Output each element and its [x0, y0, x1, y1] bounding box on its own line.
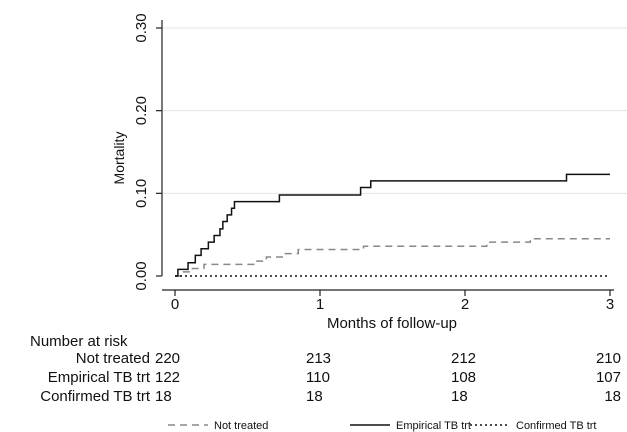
risk-row-label: Confirmed TB trt	[40, 388, 150, 405]
risk-row: Confirmed TB trt 18 18 18 18	[0, 388, 627, 408]
risk-count: 213	[306, 350, 332, 367]
y-tick-label: 0.00	[133, 261, 150, 290]
curve-empirical-tb-trt	[175, 173, 610, 277]
risk-count: 18	[604, 388, 621, 405]
risk-count: 110	[306, 369, 330, 386]
risk-count: 220	[155, 350, 181, 367]
risk-count: 212	[451, 350, 477, 367]
legend-label: Empirical TB trt	[396, 420, 471, 432]
legend-label: Not treated	[214, 420, 268, 432]
x-tick-label: 1	[316, 296, 324, 313]
curve-not-treated	[175, 238, 610, 277]
risk-count: 18	[155, 388, 172, 405]
x-axis-title: Months of follow-up	[327, 315, 457, 332]
risk-row: Empirical TB trt 122 110 108 107	[0, 369, 627, 389]
y-tick-label: 0.10	[133, 179, 150, 208]
y-axis-title: Mortality	[111, 132, 127, 185]
risk-row-label: Not treated	[75, 350, 150, 367]
risk-row-label: Empirical TB trt	[47, 369, 150, 386]
x-tick-label: 2	[461, 296, 469, 313]
risk-count: 18	[451, 388, 468, 405]
y-tick-label: 0.20	[133, 96, 150, 125]
risk-count: 108	[451, 369, 477, 386]
risk-count: 210	[595, 350, 621, 367]
legend-label: Confirmed TB trt	[516, 420, 597, 432]
risk-count: 122	[155, 369, 181, 386]
risk-count: 107	[595, 369, 621, 386]
x-tick-label: 3	[606, 296, 614, 313]
risk-row: Not treated 220 213 212 210	[0, 350, 627, 370]
risk-table-title: Number at risk	[30, 333, 128, 350]
y-tick-label: 0.30	[133, 13, 150, 42]
risk-count: 18	[306, 388, 323, 405]
x-tick-label: 0	[171, 296, 179, 313]
